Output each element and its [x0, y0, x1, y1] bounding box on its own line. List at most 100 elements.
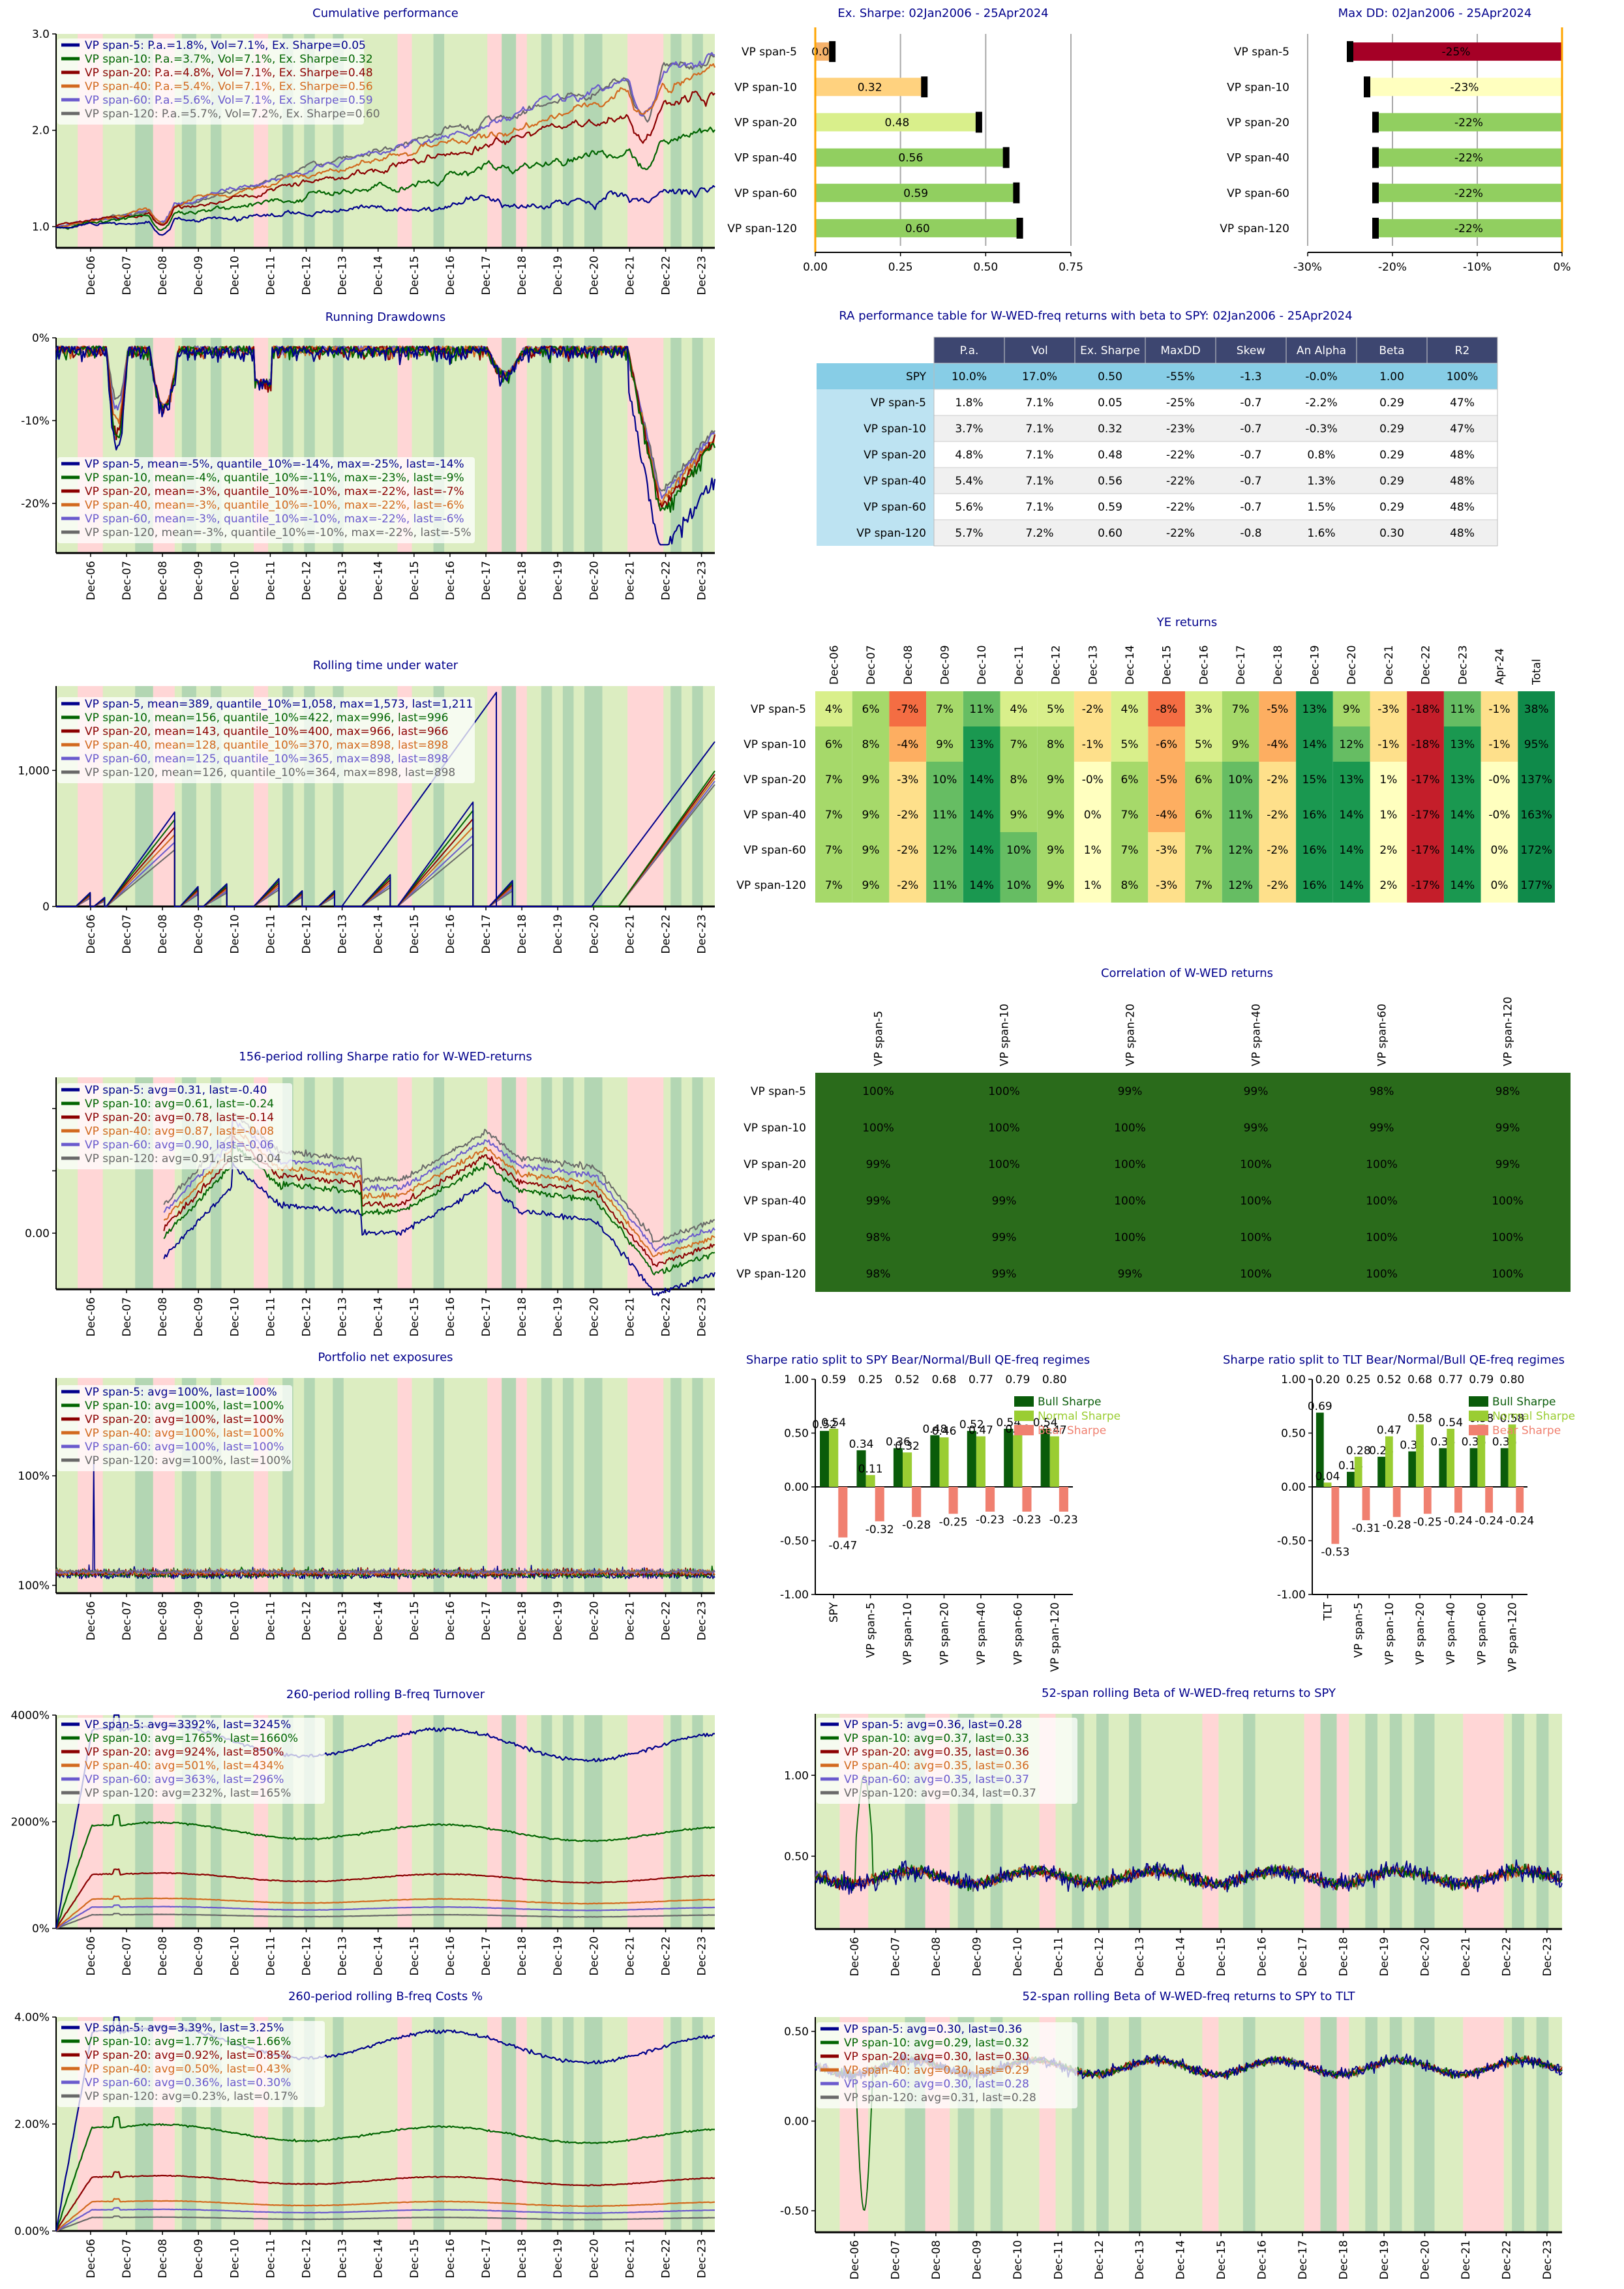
regime-band	[1128, 2017, 1141, 2232]
heatmap-cell	[1000, 867, 1038, 903]
x-tick-label: Dec-19	[552, 561, 565, 601]
heatmap-cell	[1111, 762, 1149, 797]
cumulative-line	[55, 52, 715, 228]
x-tick-label: Dec-08	[157, 1601, 170, 1641]
table-row-label: SPY	[906, 370, 927, 383]
x-tick-label: Dec-11	[264, 2239, 277, 2279]
regime-bar	[1331, 1487, 1340, 1544]
heatmap-value: 100%	[1240, 1158, 1272, 1171]
heatmap-value: 5%	[1120, 738, 1138, 751]
heatmap-cell	[1185, 797, 1222, 832]
regime-band	[433, 2017, 445, 2231]
heatmap-value: -2%	[897, 879, 918, 892]
heatmap-value: 100%	[1492, 1268, 1524, 1281]
regime-total-label: 0.68	[932, 1373, 957, 1386]
x-tick-label: Dec-23	[696, 1601, 709, 1641]
regime-band	[397, 34, 412, 248]
regime-band	[670, 686, 682, 906]
legend-entry: VP span-120: avg=232%, last=165%	[85, 1787, 291, 1800]
heatmap-value: 100%	[1114, 1122, 1146, 1135]
x-tick-label: Dec-06	[849, 2240, 862, 2280]
heatmap-cell	[1067, 1255, 1193, 1292]
heatmap-value: 12%	[933, 844, 957, 857]
regime-bar	[829, 1428, 839, 1487]
heatmap-value: 1%	[1379, 809, 1397, 822]
x-tick-label: 0.50	[973, 261, 998, 274]
category-label: VP span-20	[939, 1602, 952, 1665]
panel-exsharpe: Ex. Sharpe: 02Jan2006 - 25Apr2024 0.05 VP …	[727, 7, 1083, 274]
turnover-line	[55, 1904, 715, 1929]
x-tick-label: Dec-06	[85, 1601, 98, 1641]
heatmap-cell	[1518, 797, 1555, 832]
x-tick-label: Dec-14	[372, 1297, 385, 1337]
heatmap-cell	[1259, 797, 1297, 832]
table-row-label: VP span-40	[864, 475, 926, 488]
heatmap-cell	[1193, 1109, 1319, 1146]
heatmap-value: 100%	[988, 1158, 1020, 1171]
x-tick-label: Dec-21	[624, 2239, 637, 2279]
regime-bar-label: 0.34	[849, 1438, 874, 1451]
heatmap-value: 6%	[1120, 773, 1138, 786]
heatmap-value: -1%	[1082, 738, 1104, 751]
heatmap-cell	[963, 832, 1000, 867]
legend-swatch	[1014, 1411, 1034, 1421]
legend-entry: VP span-40: avg=501%, last=434%	[85, 1759, 284, 1773]
heatmap-cell	[1148, 832, 1185, 867]
regime-band	[541, 1077, 552, 1289]
heatmap-cell	[1319, 1182, 1445, 1219]
heatmap-cell	[1296, 691, 1333, 726]
table-cell: 7.1%	[1025, 396, 1053, 410]
x-tick-label: Dec-11	[264, 1936, 277, 1976]
regime-band	[670, 1715, 682, 1928]
table-header-cell: Vol	[1031, 344, 1047, 357]
regime-band	[1365, 2017, 1378, 2232]
regime-bar-label: -0.47	[828, 1540, 857, 1553]
regime-bar	[1392, 1487, 1401, 1518]
x-tick-label: Dec-22	[1500, 2240, 1513, 2280]
bar-end-marker	[829, 41, 836, 63]
regime-band	[516, 1715, 527, 1928]
bar	[1350, 42, 1562, 61]
regime-band	[1096, 1714, 1109, 1929]
x-tick-label: Dec-16	[1256, 2240, 1269, 2280]
x-tick-label: Dec-22	[660, 561, 673, 601]
regime-bar	[1004, 1428, 1014, 1487]
legend-entry: VP span-60: P.a.=5.6%, Vol=7.1%, Ex. Sha…	[85, 94, 373, 107]
heatmap-value: 100%	[862, 1122, 894, 1135]
x-tick-label: Dec-09	[192, 1601, 205, 1641]
regime-band	[692, 34, 703, 248]
category-label: VP span-40	[1445, 1602, 1458, 1665]
heatmap-value: -8%	[1156, 703, 1177, 716]
x-tick-label: Dec-06	[85, 2239, 98, 2279]
regime-bar	[1508, 1424, 1516, 1487]
category-label: VP span-40	[1227, 152, 1289, 165]
bar-end-marker	[1372, 147, 1379, 168]
heatmap-value: 100%	[1240, 1195, 1272, 1208]
legend-entry: VP span-60: avg=363%, last=296%	[85, 1773, 284, 1786]
heatmap-cell	[852, 691, 890, 726]
regime-band	[333, 1378, 344, 1593]
column-label: VP span-10	[999, 1004, 1012, 1066]
regime-total-label: 0.59	[821, 1373, 846, 1386]
heatmap-value: 99%	[866, 1158, 891, 1171]
regime-band	[541, 34, 552, 248]
heatmap-cell	[815, 691, 852, 726]
bar-end-marker	[1347, 41, 1353, 63]
regime-band	[541, 686, 552, 906]
bar	[815, 113, 979, 132]
x-tick-label: Dec-16	[1256, 1937, 1269, 1977]
table-cell: -0.7	[1240, 475, 1261, 488]
heatmap-value: 14%	[969, 773, 994, 786]
y-tick-label: 0%	[32, 1922, 50, 1936]
regime-band	[692, 1715, 703, 1928]
category-label: VP span-5	[865, 1602, 878, 1658]
x-tick-label: Dec-07	[121, 1936, 134, 1976]
x-tick-label: Dec-17	[480, 561, 493, 601]
legend-entry: VP span-120: avg=0.91, last=-0.04	[85, 1152, 281, 1165]
regime-bar-label: -0.28	[902, 1519, 931, 1532]
heatmap-cell	[1222, 762, 1259, 797]
regime-bar	[1485, 1487, 1493, 1513]
heatmap-value: 11%	[969, 703, 994, 716]
x-tick-label: Dec-21	[624, 1297, 637, 1337]
regime-band	[1512, 1714, 1524, 1929]
